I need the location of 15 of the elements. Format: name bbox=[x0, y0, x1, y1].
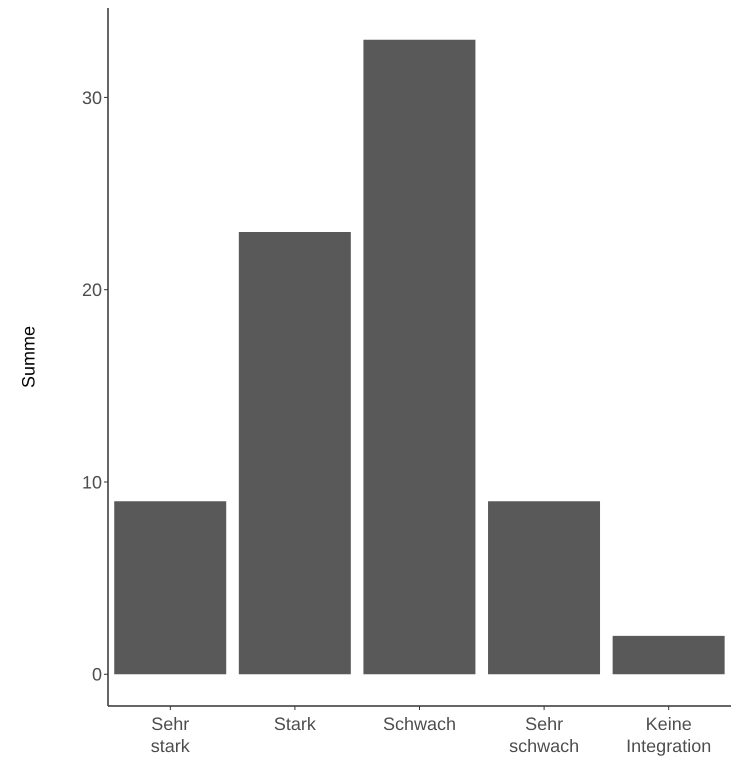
bar bbox=[488, 501, 600, 674]
bar bbox=[363, 40, 476, 674]
bar bbox=[612, 636, 725, 674]
bar bbox=[238, 232, 351, 674]
x-tick-label: Stark bbox=[274, 714, 317, 734]
y-axis-title: Summe bbox=[18, 326, 38, 388]
y-tick-label: 30 bbox=[82, 88, 102, 108]
y-tick-label: 10 bbox=[82, 472, 102, 492]
x-tick-label: Schwach bbox=[382, 714, 456, 734]
x-tick-label: Sehr stark bbox=[150, 714, 191, 756]
bar bbox=[114, 501, 226, 674]
y-tick-label: 20 bbox=[82, 280, 102, 300]
y-tick-label: 0 bbox=[92, 664, 102, 685]
x-tick-label: Sehr schwach bbox=[509, 714, 580, 756]
x-tick-label: Keine Integration bbox=[626, 714, 712, 756]
